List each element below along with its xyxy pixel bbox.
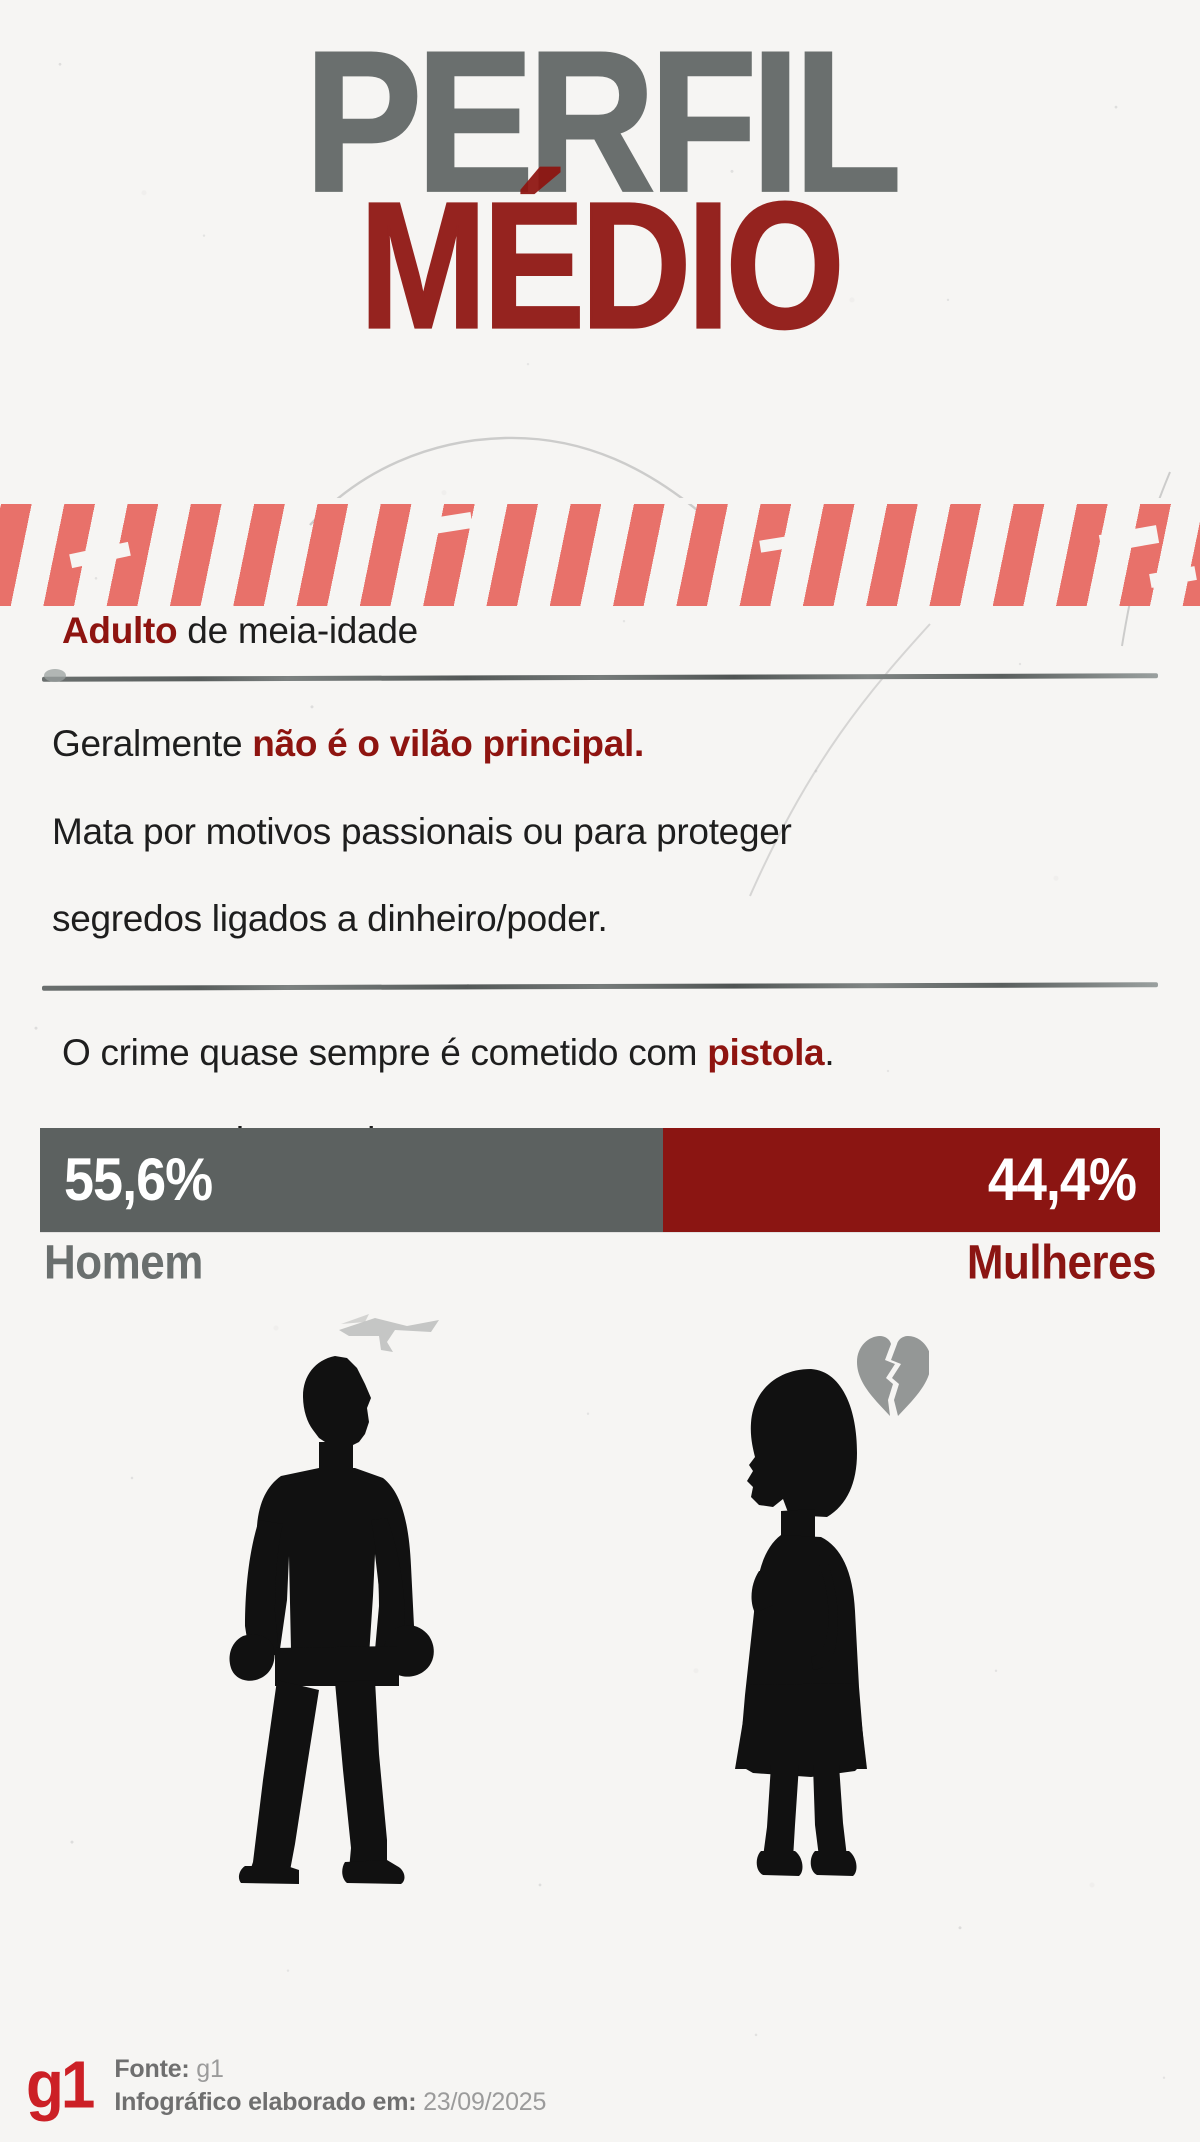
- weapon-line: O crime quase sempre é cometido com pist…: [62, 1028, 1148, 1078]
- footer-source-value: g1: [196, 2054, 224, 2083]
- fact-age-text: Adulto de meia-idade: [62, 606, 1148, 656]
- bar-label-men: Homem: [44, 1235, 203, 1290]
- bar-value-women: 44,4%: [987, 1146, 1137, 1214]
- scribble-mark: [339, 1314, 439, 1352]
- weapon-period: .: [824, 1032, 835, 1074]
- footer-source-row: Fonte: g1: [114, 2053, 546, 2087]
- male-silhouette: [229, 1356, 434, 1884]
- fact-motive: Geralmente não é o vilão principal. Mata…: [0, 719, 1200, 944]
- fact-motive-line-2: Mata por motivos passionais ou para prot…: [52, 810, 792, 852]
- bar-label-women: Mulheres: [966, 1235, 1157, 1290]
- motive-l1-strong: não é o vilão principal.: [252, 723, 644, 765]
- fact-age-strong: Adulto: [62, 610, 178, 651]
- bar-legend: Homem Mulheres: [44, 1235, 1157, 1290]
- stacked-bar: 55,6% 44,4%: [40, 1128, 1160, 1232]
- diagonal-stripe-band: [0, 498, 1200, 606]
- footer: g1 Fonte: g1 Infográfico elaborado em: 2…: [0, 2030, 1200, 2142]
- footer-date-label: Infográfico elaborado em:: [114, 2088, 417, 2116]
- bar-segment-men: 55,6%: [40, 1128, 663, 1232]
- title-block: PERFIL MÉDIO: [0, 0, 1200, 366]
- female-silhouette: [735, 1369, 867, 1876]
- gender-split-chart: 55,6% 44,4% Homem Mulheres: [0, 1128, 1200, 1290]
- weapon-strong: pistola: [707, 1032, 825, 1074]
- fact-motive-line-3: segredos ligados a dinheiro/poder.: [52, 897, 608, 939]
- silhouette-figures: [0, 1290, 1200, 1990]
- fact-age: Adulto de meia-idade: [0, 606, 1200, 656]
- divider-1: [42, 669, 1158, 683]
- motive-l1-a: Geralmente: [52, 723, 253, 765]
- divider-2: [42, 981, 1158, 991]
- footer-date-row: Infográfico elaborado em: 23/09/2025: [114, 2086, 546, 2120]
- bar-value-men: 55,6%: [64, 1146, 213, 1214]
- bar-segment-women: 44,4%: [662, 1128, 1160, 1232]
- footer-date-value: 23/09/2025: [423, 2088, 547, 2116]
- broken-heart-icon: [857, 1336, 929, 1416]
- footer-credits: Fonte: g1 Infográfico elaborado em: 23/0…: [114, 2053, 546, 2120]
- weapon-a: O crime quase sempre é cometido com: [62, 1032, 708, 1074]
- fact-motive-line-1: Geralmente não é o vilão principal.: [52, 719, 1148, 769]
- g1-logo: g1: [26, 2048, 95, 2123]
- title-line-medio: MÉDIO: [358, 164, 845, 366]
- fact-age-rest: de meia-idade: [177, 610, 418, 651]
- title-line-perfil: PERFIL: [303, 10, 903, 235]
- footer-source-label: Fonte:: [114, 2054, 190, 2083]
